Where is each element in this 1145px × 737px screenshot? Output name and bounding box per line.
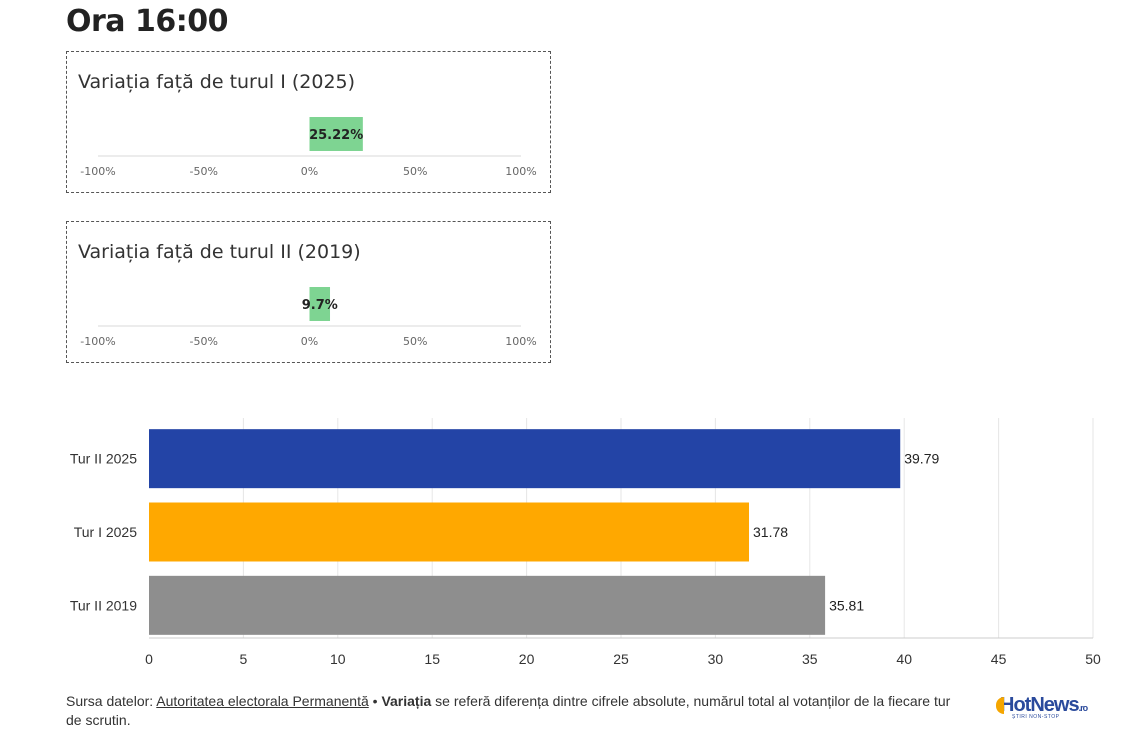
footnote-text: se referă diferența dintre cifrele absol… xyxy=(66,693,951,728)
logo-tagline: ȘTIRI NON-STOP xyxy=(1012,714,1060,720)
tick-label: -50% xyxy=(190,165,218,178)
footnote-bold-term: Variația xyxy=(381,693,432,709)
x-tick-label: 40 xyxy=(896,651,912,667)
variation-chart-round2-2019: -100% -50% 0% 50% 100% 9.7% xyxy=(80,287,537,348)
bar-tur-i-2025 xyxy=(149,502,750,562)
page-title: Ora 16:00 xyxy=(66,4,228,39)
bar-value-label: 35.81 xyxy=(829,597,864,613)
bar-tur-ii-2019 xyxy=(149,575,826,635)
variation-panel-round1: Variația față de turul I (2025) -100% -50… xyxy=(66,51,551,193)
variation-title-round1: Variația față de turul I (2025) xyxy=(78,71,356,93)
tick-label: -100% xyxy=(80,335,115,348)
x-tick-label: 50 xyxy=(1085,651,1101,667)
variation-bar xyxy=(309,287,331,321)
category-label: Tur II 2019 xyxy=(70,597,137,613)
tick-label: -50% xyxy=(190,335,218,348)
footnote-source-prefix: Sursa datelor: xyxy=(66,693,157,709)
variation-value-label: 9.7% xyxy=(302,298,338,313)
x-tick-label: 35 xyxy=(802,651,818,667)
bar-value-label: 31.78 xyxy=(753,524,788,540)
x-tick-label: 0 xyxy=(145,651,153,667)
tick-label: 50% xyxy=(403,335,427,348)
x-tick-label: 5 xyxy=(240,651,248,667)
tick-label: 100% xyxy=(505,165,536,178)
tick-label: -100% xyxy=(80,165,115,178)
tick-label: 0% xyxy=(301,165,318,178)
hotnews-logo[interactable]: HotNews.ro ȘTIRI NON-STOP xyxy=(996,694,1110,724)
x-tick-label: 20 xyxy=(519,651,535,667)
logo-dot-icon xyxy=(996,697,1004,714)
source-link[interactable]: Autoritatea electorala Permanentă xyxy=(156,693,369,709)
category-label: Tur II 2025 xyxy=(70,451,137,467)
tick-label: 0% xyxy=(301,335,318,348)
tick-label: 50% xyxy=(403,165,427,178)
x-tick-label: 45 xyxy=(991,651,1007,667)
logo-wordmark: HotNews.ro xyxy=(996,694,1088,717)
variation-chart-round1: -100% -50% 0% 50% 100% 25.22% xyxy=(80,117,537,178)
tick-label: 100% xyxy=(505,335,536,348)
footnote: Sursa datelor: Autoritatea electorala Pe… xyxy=(66,692,966,730)
footnote-separator: • xyxy=(368,693,382,709)
bar-value-label: 39.79 xyxy=(904,451,939,467)
x-tick-label: 15 xyxy=(424,651,440,667)
variation-title-round2-2019: Variația față de turul II (2019) xyxy=(78,241,361,263)
x-tick-label: 10 xyxy=(330,651,346,667)
turnout-bar-chart: 0 5 10 15 20 25 30 35 40 45 50 Tur II 2025 39.79 Tur … xyxy=(70,418,1101,667)
x-tick-label: 30 xyxy=(708,651,724,667)
variation-value-label: 25.22% xyxy=(309,128,363,143)
bar-tur-ii-2025 xyxy=(149,429,901,489)
category-label: Tur I 2025 xyxy=(74,524,138,540)
variation-panel-round2-2019: Variația față de turul II (2019) -100% -5… xyxy=(66,221,551,363)
variation-bar xyxy=(309,117,363,151)
x-tick-label: 25 xyxy=(613,651,629,667)
